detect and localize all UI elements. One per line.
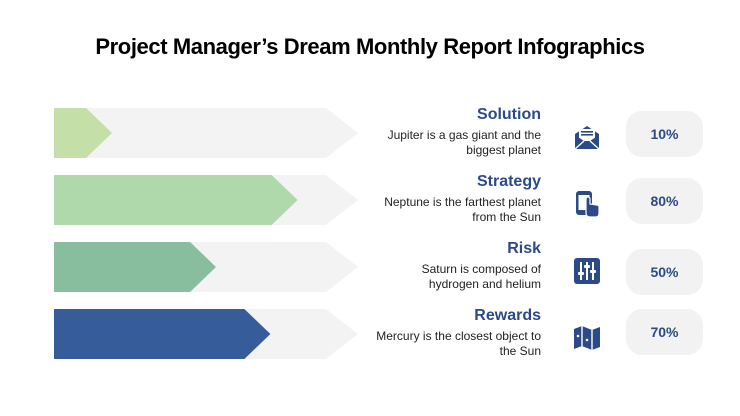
- item-label: Solution: [477, 106, 541, 123]
- equalizer-icon: [574, 258, 600, 284]
- item-label: Strategy: [476, 173, 541, 190]
- arrow-fill: [54, 309, 271, 359]
- arrow-track: [54, 108, 358, 158]
- envelope-icon: [574, 126, 600, 150]
- map-icon: [574, 326, 600, 350]
- page-title: Project Manager’s Dream Monthly Report I…: [95, 34, 645, 59]
- phone-tap-icon: [576, 191, 600, 218]
- value-badge: 50%: [626, 249, 703, 295]
- value-badge: 70%: [626, 309, 703, 355]
- infographic-row-strategy: Strategy Neptune is the farthest planet …: [0, 173, 740, 235]
- item-description: Saturn is composed of hydrogen and heliu…: [421, 262, 541, 291]
- item-label: Risk: [507, 240, 541, 257]
- item-label: Rewards: [474, 307, 541, 324]
- arrow-fill: [54, 242, 216, 292]
- value-badge: 80%: [626, 178, 703, 224]
- arrow-fill: [54, 175, 298, 225]
- arrow-bar: [54, 242, 358, 292]
- infographic-row-risk: Risk Saturn is composed of hydrogen and …: [0, 240, 740, 302]
- arrow-bar: [54, 309, 358, 359]
- arrow-bar: [54, 175, 358, 225]
- infographic-row-rewards: Rewards Mercury is the closest object to…: [0, 307, 740, 369]
- infographic-row-solution: Solution Jupiter is a gas giant and the …: [0, 106, 740, 168]
- value-badge: 10%: [626, 111, 703, 157]
- item-description: Mercury is the closest object to the Sun: [376, 329, 541, 358]
- arrow-bar: [54, 108, 358, 158]
- item-description: Neptune is the farthest planet from the …: [384, 195, 541, 224]
- item-description: Jupiter is a gas giant and the biggest p…: [387, 128, 541, 157]
- arrow-fill: [54, 108, 112, 158]
